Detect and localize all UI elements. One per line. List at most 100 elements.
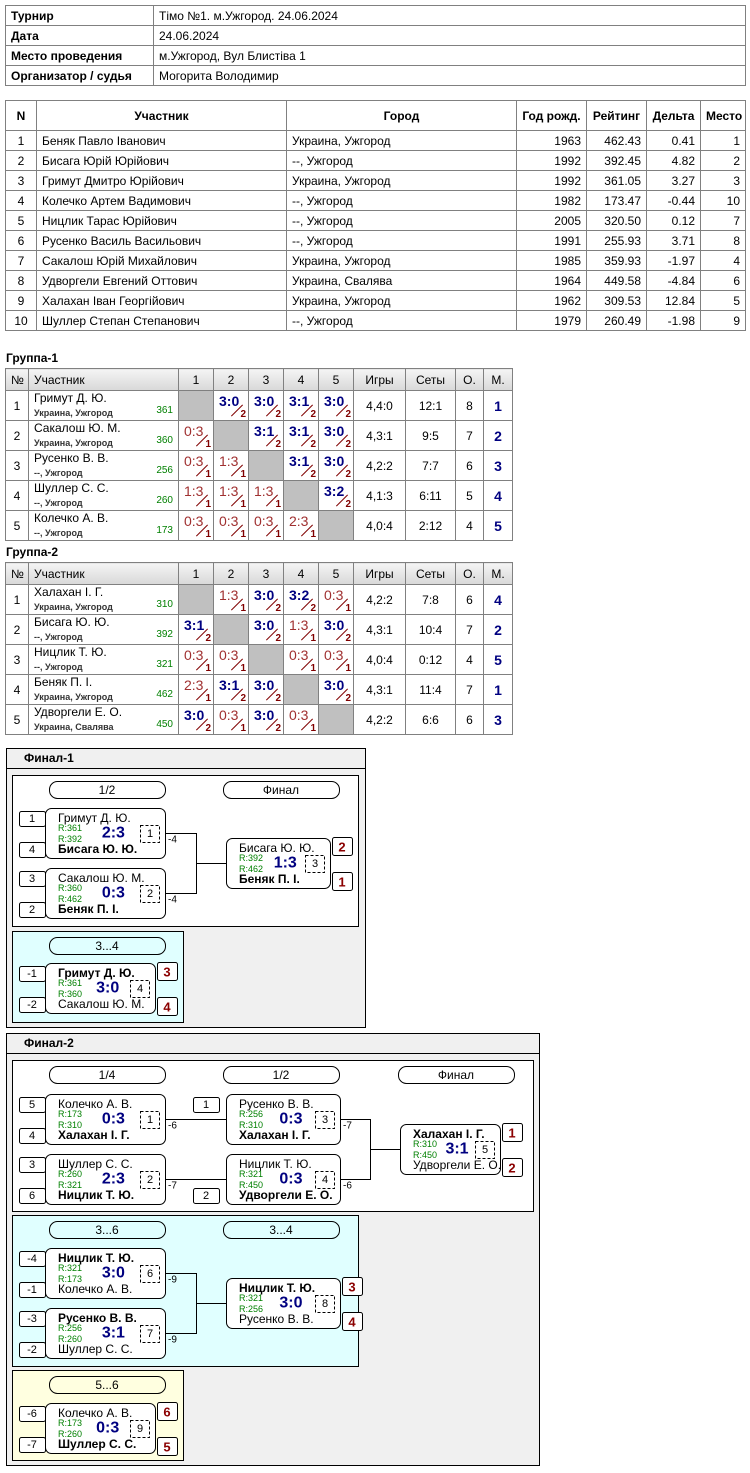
row-number: 2 [5,420,29,451]
row-number: 5 [5,704,29,735]
round-title: 1/2 [273,1068,290,1082]
seed: 5 [29,1099,35,1111]
match-number-box [140,1111,160,1129]
column-header: М. [483,562,513,585]
cell: 1963 [516,130,587,151]
cell: 3.27 [646,170,701,191]
cell: 1 [5,130,37,151]
empty-cell [283,674,319,705]
cell: 10 [5,310,37,331]
score-cell: 3:0 2 [248,674,284,705]
player-cell: Удворгели Е. О. 450 Украина, Свалява [28,704,179,735]
match-number: 3 [322,1114,328,1126]
player-rating: R:361 [58,978,82,988]
loser-label: -6 [168,1121,177,1132]
score: 3:1 [289,393,310,409]
cell: Ницлик Тарас Юрійович [36,210,287,231]
score-cell: 3:2 2 [283,584,319,615]
player-rating: R:173 [58,1274,82,1284]
seed: 3 [29,1159,35,1171]
column-header: Год рожд. [516,100,587,131]
empty-cell [248,644,284,675]
group-row: 2 Сакалош Ю. М. 360 Украина, Ужгород 0:3 1 3:1… [5,420,513,451]
match-score: 0:3 [279,1111,302,1128]
match-box [45,1094,166,1145]
points: 1 [345,603,351,614]
seed-box [19,1437,46,1453]
round-pill [49,1376,166,1394]
match-score: 2:3 [102,825,125,842]
points: 2 [275,693,281,704]
player-name: Шуллер С. С. [34,481,109,495]
column-header: Участник [28,562,179,585]
match-number-box [140,825,160,843]
player-cell: Шуллер С. С. 260 --, Ужгород [28,480,179,511]
player-name: Бисага Ю. Ю. [239,841,315,855]
column-header: 1 [178,562,214,585]
column-header: Участник [36,100,287,131]
score: 1:3 [219,587,239,603]
participant-row: 3 Гримут Дмитро Юрійович Украина, Ужгород 1… [5,170,746,191]
group-row: 1 Халахан І. Г. 310 Украина, Ужгород 1:3 1 3:0… [5,584,513,615]
score-cell: 1:3 1 [178,480,214,511]
info-row: Место проведения м.Ужгород, Вул Блистіва … [5,45,746,66]
score: 3:0 [324,453,345,469]
score-cell: 3:1 2 [213,674,249,705]
points: 1 [275,529,281,540]
column-header: Сеты [405,562,456,585]
cell: 9 [700,310,746,331]
sets: 10:4 [405,614,456,645]
player-name: Русенко В. В. [239,1097,314,1111]
column-header: 2 [213,368,249,391]
points-total: 8 [455,390,484,421]
score: 1:3 [254,483,274,499]
sets: 9:5 [405,420,456,451]
player-name: Шуллер С. С. [58,1342,133,1356]
score: 3:0 [254,677,275,693]
score: 3:0 [254,617,275,633]
cell: 1982 [516,190,587,211]
loser-label: -9 [168,1275,177,1286]
match-number: 1 [147,1114,153,1126]
seed-box [19,1251,46,1267]
group-title: Группа-2 [6,545,59,559]
row-number: 3 [5,450,29,481]
score: 3:1 [254,423,275,439]
score-cell: 0:3 1 [283,644,319,675]
points: 2 [205,633,211,644]
sets: 7:7 [405,450,456,481]
player-rating: 260 [156,495,173,506]
place: 1 [483,390,513,421]
match-number: 6 [147,1268,153,1280]
info-value: 24.06.2024 [153,25,746,46]
match-number-box [140,1265,160,1283]
header-row: N Участник Город Год рожд. Рейтинг Дельта Мест… [5,100,746,131]
player-name: Сакалош Ю. М. [58,997,145,1011]
cell: 1 [700,130,746,151]
info-value: Могорита Володимир [153,65,746,86]
info-row: Турнир Тімо №1. м.Ужгород. 24.06.2024 [5,5,746,26]
cell: 0.41 [646,130,701,151]
points: 1 [240,603,246,614]
points: 2 [310,439,316,450]
match-score: 1:3 [274,855,297,872]
row-number: 2 [5,614,29,645]
column-header: М. [483,368,513,391]
score: 0:3 [219,647,239,663]
seed: -2 [27,1344,37,1356]
points-total: 7 [455,420,484,451]
player-name: Ницлик Т. Ю. [58,1251,134,1265]
player-rating: R:321 [239,1169,263,1179]
score-cell: 3:0 2 [318,450,354,481]
player-rating: R:360 [58,883,82,893]
player-cell: Колечко А. В. 173 --, Ужгород [28,510,179,541]
cell: Украина, Свалява [286,270,517,291]
column-header: 4 [283,368,319,391]
score-cell: 3:1 2 [283,420,319,451]
score: 0:3 [289,647,309,663]
points: 2 [240,693,246,704]
score-cell: 0:3 1 [178,420,214,451]
score-cell: 0:3 1 [248,510,284,541]
